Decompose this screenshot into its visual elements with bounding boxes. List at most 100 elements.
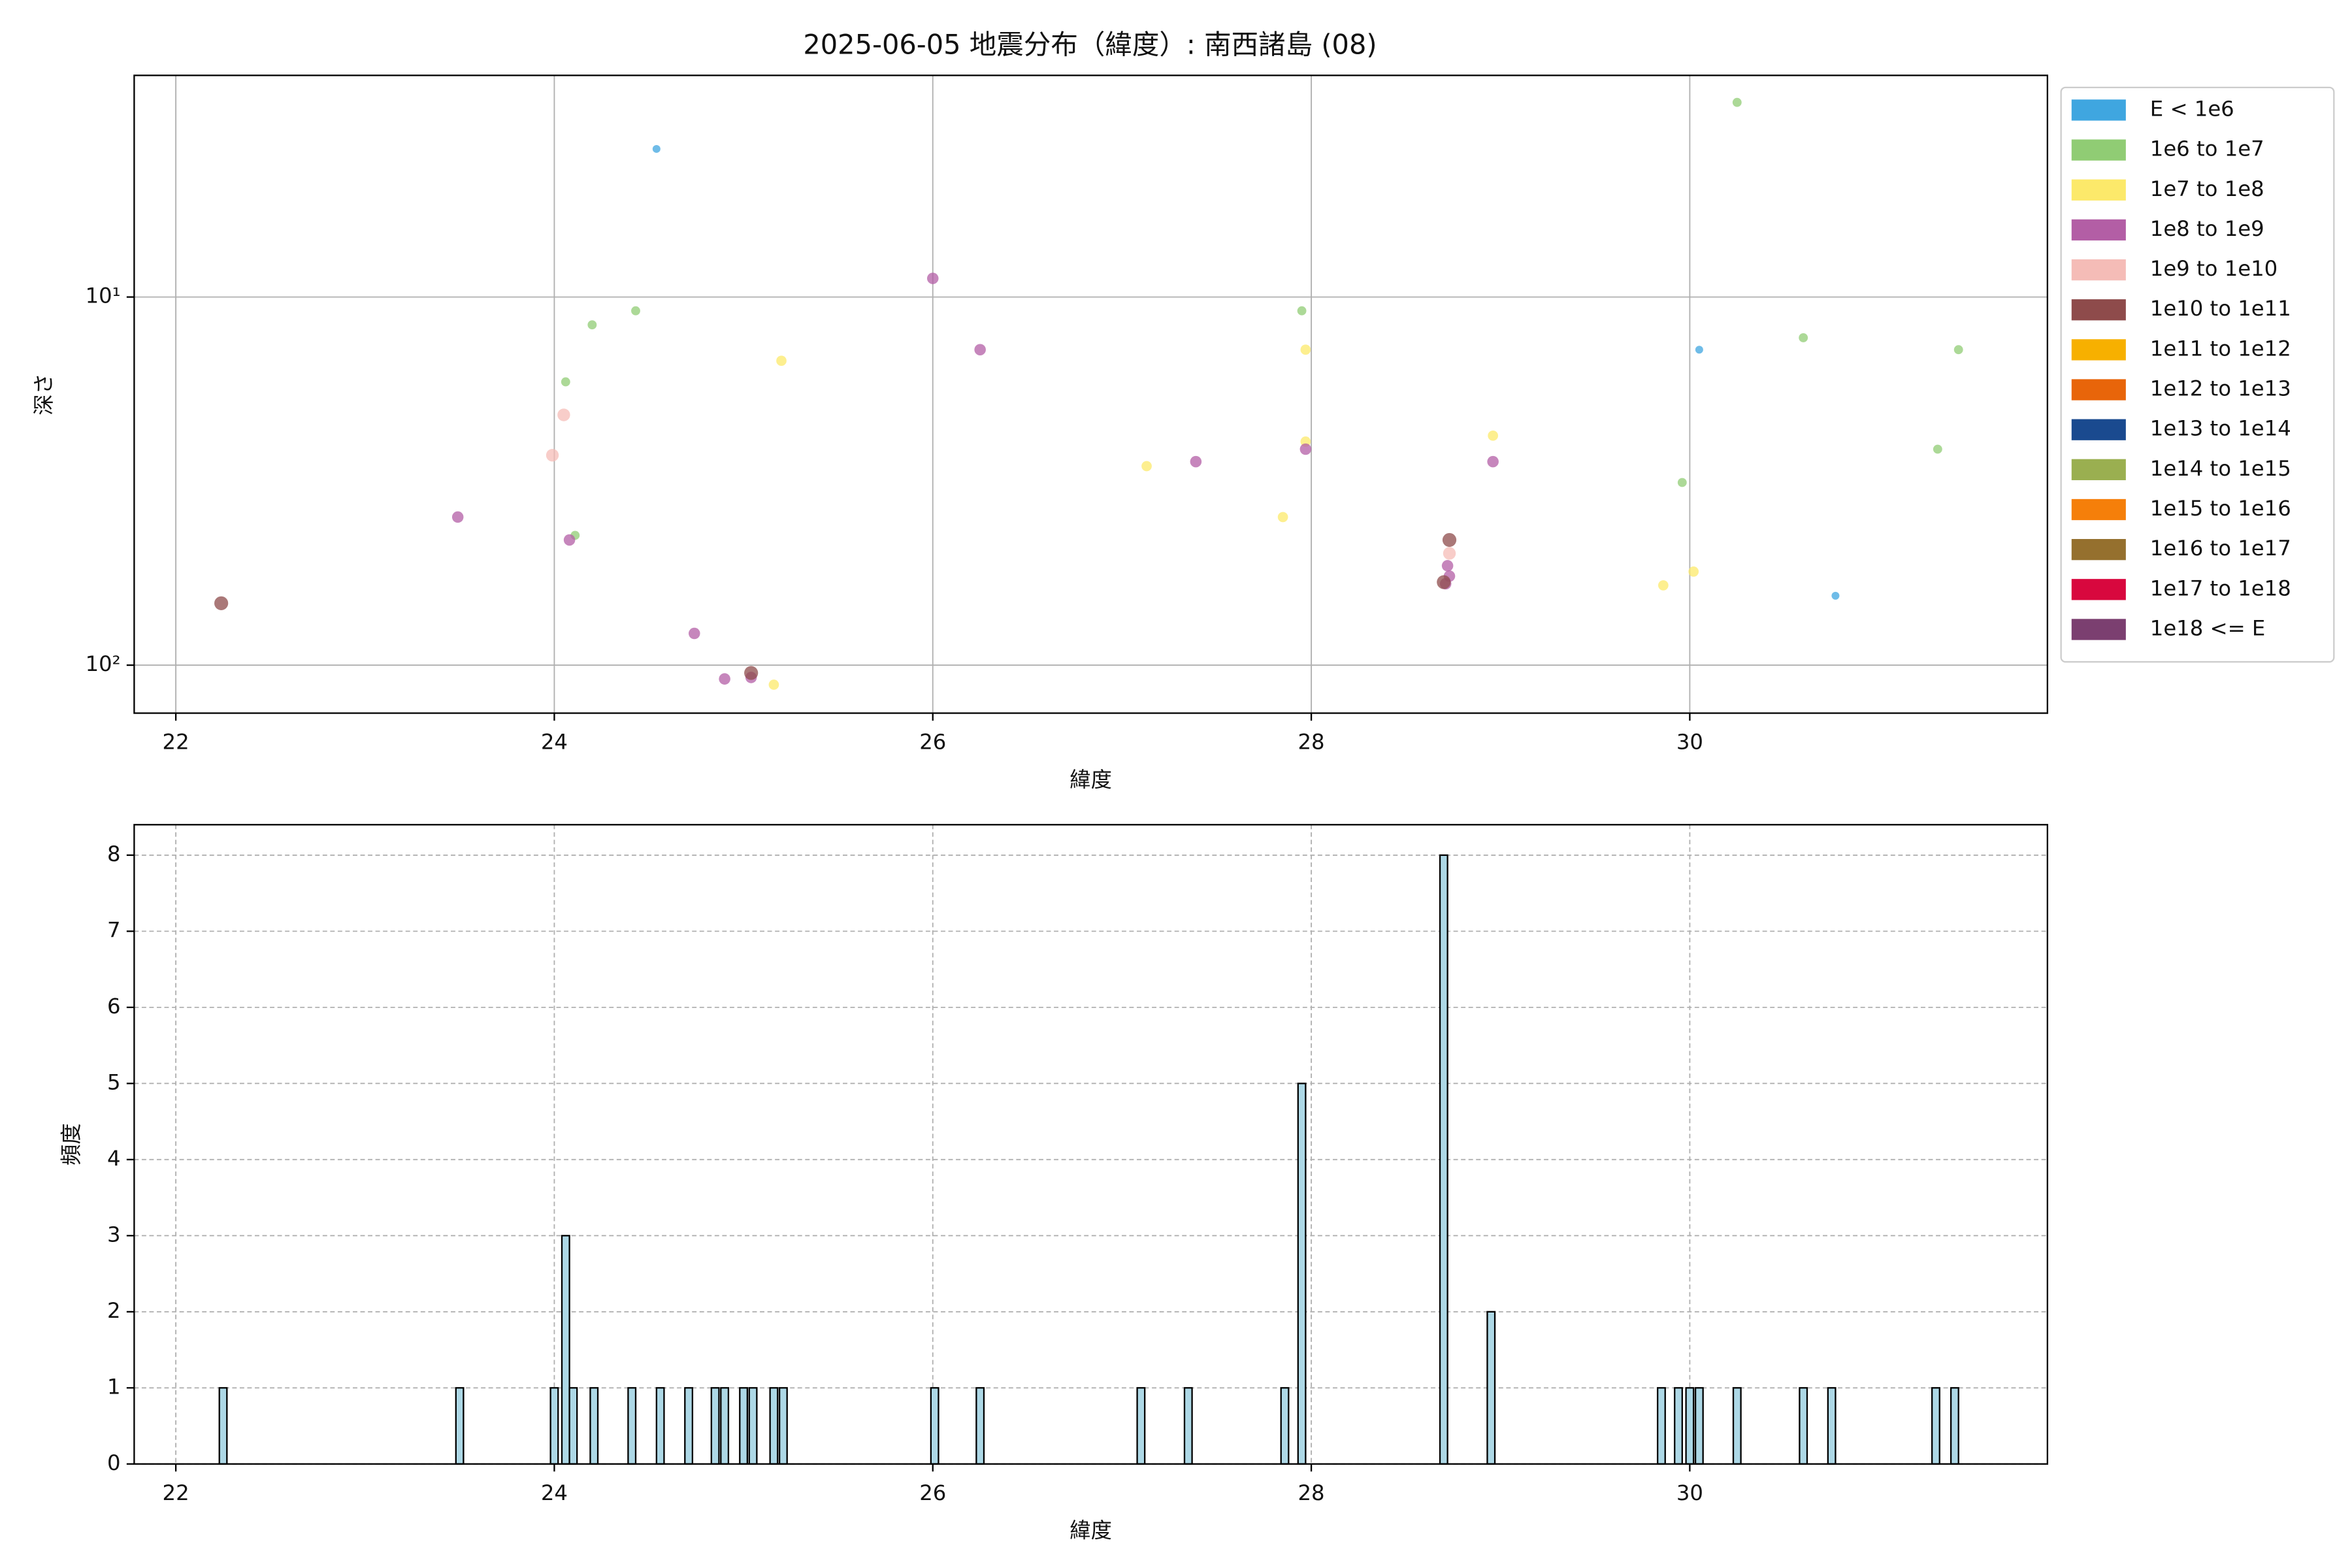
data-point	[587, 320, 597, 330]
histogram-bar	[930, 1387, 939, 1465]
plot-frame	[133, 74, 2048, 714]
legend-swatch	[2071, 498, 2126, 521]
data-point	[1688, 566, 1699, 577]
histogram-bar	[1136, 1387, 1146, 1465]
x-tick-label: 24	[541, 1480, 568, 1505]
data-point	[689, 627, 700, 640]
x-tick-label: 30	[1676, 730, 1703, 755]
legend-label: 1e17 to 1e18	[2150, 576, 2291, 600]
data-point	[1141, 461, 1152, 472]
legend-swatch	[2071, 379, 2126, 400]
x-axis-label: 緯度	[1070, 767, 1112, 792]
histogram-bar	[1656, 1387, 1666, 1465]
x-tick-label: 26	[919, 730, 946, 755]
histogram-bar	[1950, 1387, 1959, 1465]
legend-swatch	[2071, 619, 2126, 640]
data-point	[1695, 346, 1703, 354]
legend-swatch	[2071, 99, 2126, 121]
histogram-bar	[684, 1387, 694, 1465]
legend-swatch	[2071, 299, 2126, 321]
data-point	[1487, 455, 1499, 468]
legend-swatch	[2071, 339, 2126, 361]
legend-box	[2060, 86, 2335, 663]
histogram-bar	[1297, 1083, 1307, 1465]
data-point	[926, 272, 939, 284]
histogram-bar	[1439, 854, 1448, 1465]
legend-label: 1e11 to 1e12	[2150, 336, 2291, 361]
y-tick-label: 7	[107, 917, 121, 942]
data-point	[1732, 97, 1742, 107]
legend-swatch	[2071, 139, 2126, 161]
legend-label: 1e6 to 1e7	[2150, 137, 2264, 161]
legend-swatch	[2071, 179, 2126, 201]
y-tick-label: 0	[107, 1450, 121, 1475]
histogram-bar	[627, 1387, 637, 1465]
legend-label: 1e8 to 1e9	[2150, 216, 2264, 241]
data-point	[974, 344, 986, 355]
legend-swatch	[2071, 219, 2126, 241]
data-point	[1300, 344, 1311, 355]
legend-swatch	[2071, 459, 2126, 480]
y-tick-label: 1	[107, 1374, 121, 1399]
data-point	[1442, 532, 1457, 547]
x-tick-label: 28	[1298, 730, 1325, 755]
histogram-bar	[1685, 1387, 1695, 1465]
histogram-bar	[218, 1387, 228, 1465]
data-point	[557, 408, 570, 421]
data-point	[768, 679, 779, 690]
legend-swatch	[2071, 579, 2126, 600]
legend-label: 1e18 <= E	[2150, 615, 2266, 640]
histogram-bar	[549, 1387, 559, 1465]
data-point	[563, 534, 576, 546]
data-point	[1190, 455, 1202, 468]
data-point	[1799, 333, 1808, 342]
legend-label: 1e7 to 1e8	[2150, 176, 2264, 201]
histogram-bar	[748, 1387, 758, 1465]
histogram-bar	[655, 1387, 665, 1465]
histogram-bar	[739, 1387, 749, 1465]
y-tick-label: 6	[107, 994, 121, 1019]
legend-label: 1e16 to 1e17	[2150, 536, 2291, 561]
data-point	[652, 144, 661, 153]
histogram-bar	[1280, 1387, 1290, 1465]
data-point	[1677, 478, 1687, 487]
x-tick-label: 22	[163, 1480, 189, 1505]
histogram-bar	[1486, 1311, 1496, 1465]
histogram-bar	[778, 1387, 788, 1465]
histogram-bar	[589, 1387, 599, 1465]
x-axis-label: 緯度	[1070, 1518, 1112, 1543]
data-point	[719, 673, 730, 685]
data-point	[1299, 443, 1312, 455]
x-tick-label: 26	[919, 1480, 946, 1505]
histogram-bar	[1674, 1387, 1683, 1465]
y-tick-label: 2	[107, 1298, 121, 1323]
histogram-bar	[710, 1387, 720, 1465]
legend-label: 1e13 to 1e14	[2150, 416, 2291, 441]
x-tick-label: 28	[1298, 1480, 1325, 1505]
histogram-bar	[975, 1387, 985, 1465]
x-tick-label: 24	[541, 730, 568, 755]
y-tick-label: 5	[107, 1070, 121, 1094]
histogram-bar	[1931, 1387, 1940, 1465]
y-tick-label: 4	[107, 1146, 121, 1171]
data-point	[1933, 444, 1942, 454]
legend-label: 1e15 to 1e16	[2150, 496, 2291, 521]
legend-label: 1e12 to 1e13	[2150, 376, 2291, 401]
histogram-bar	[561, 1235, 570, 1465]
y-tick-label: 10¹	[86, 284, 121, 308]
data-point	[546, 449, 559, 462]
chart-title: 2025-06-05 地震分布（緯度）: 南西諸島 (08)	[803, 29, 1377, 61]
data-point	[451, 511, 464, 523]
data-point	[1953, 345, 1963, 355]
legend-label: 1e10 to 1e11	[2150, 296, 2291, 321]
y-tick-label: 8	[107, 841, 121, 866]
data-point	[561, 377, 570, 387]
legend-label: 1e14 to 1e15	[2150, 456, 2291, 481]
y-axis-label: 頻度	[59, 1123, 84, 1166]
y-tick-label: 10²	[86, 651, 121, 676]
legend-label: 1e9 to 1e10	[2150, 256, 2278, 281]
data-point	[1277, 512, 1288, 523]
plot-frame	[133, 824, 2048, 1465]
